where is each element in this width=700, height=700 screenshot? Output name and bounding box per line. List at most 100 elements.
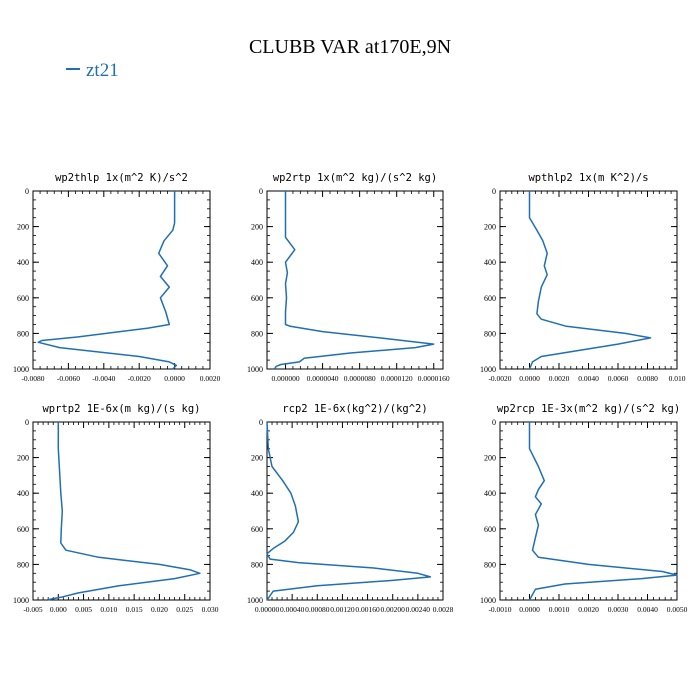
x-tick-label: 0.0000040 xyxy=(307,374,339,383)
x-tick-label: 0.005 xyxy=(75,605,92,614)
y-tick-label: 400 xyxy=(17,258,29,267)
x-tick-label: 0.0020 xyxy=(200,374,221,383)
x-tick-label: 0.020 xyxy=(151,605,168,614)
x-tick-label: -0.0060 xyxy=(57,374,80,383)
y-tick-label: 600 xyxy=(17,294,29,303)
x-tick-label: 0.0040 xyxy=(637,605,658,614)
x-tick-label: 0.015 xyxy=(126,605,143,614)
x-tick-label: 0.0040 xyxy=(578,374,599,383)
y-tick-label: 600 xyxy=(484,525,496,534)
x-tick-label: 0.0000120 xyxy=(381,374,413,383)
panel-title: wp2thlp 1x(m^2 K)/s^2 xyxy=(55,172,188,184)
x-tick-label: -0.005 xyxy=(23,605,43,614)
panel-6: wp2rcp 1E-3x(m^2 kg)/(s^2 kg)0 200 400 600 8… xyxy=(480,403,688,614)
x-tick-label: 0.000000 xyxy=(271,374,299,383)
x-tick-label: 0.00000 xyxy=(255,605,280,614)
y-tick-label: 600 xyxy=(17,525,29,534)
y-tick-label: 400 xyxy=(251,489,263,498)
panel-2: wp2rtp 1x(m^2 kg)/(s^2 kg) 0 200 400 600 800 1… xyxy=(247,172,450,383)
series-line xyxy=(528,422,678,601)
x-tick-label: 0.0020 xyxy=(578,605,599,614)
y-tick-label: 200 xyxy=(251,454,263,463)
series-line xyxy=(528,191,652,370)
plot-frame xyxy=(499,190,678,370)
x-tick-label: 0.0010 xyxy=(549,605,570,614)
y-tick-label: 0 xyxy=(259,418,263,427)
x-tick-label: 0.010 xyxy=(100,605,117,614)
series-line xyxy=(47,422,201,601)
y-tick-label: 1000 xyxy=(247,365,263,374)
y-tick-label: 200 xyxy=(17,223,29,232)
x-tick-label: 0.0020 xyxy=(549,374,570,383)
y-tick-label: 800 xyxy=(17,560,29,569)
legend: zt21 xyxy=(66,60,119,82)
series-line xyxy=(273,191,435,370)
y-tick-label: 400 xyxy=(17,489,29,498)
plot-frame xyxy=(32,421,211,601)
x-tick-label: 0.030 xyxy=(202,605,219,614)
y-tick-label: 800 xyxy=(484,329,496,338)
y-tick-label: 0 xyxy=(259,187,263,196)
panel-1: wp2thlp 1x(m^2 K)/s^202004006008001000-0… xyxy=(13,172,221,383)
y-tick-label: 200 xyxy=(484,223,496,232)
y-tick-label: 800 xyxy=(484,560,496,569)
x-tick-label: -0.0020 xyxy=(128,374,151,383)
x-tick-label: 0.0050 xyxy=(667,605,688,614)
y-tick-label: 200 xyxy=(484,454,496,463)
y-tick-label: 200 xyxy=(251,223,263,232)
x-tick-label: 0.000 xyxy=(50,605,67,614)
chart-main-title: CLUBB VAR at170E,9N xyxy=(248,36,452,58)
y-tick-label: 200 xyxy=(17,454,29,463)
x-tick-label: 0.00080 xyxy=(305,605,330,614)
panel-title: wp2rtp 1x(m^2 kg)/(s^2 kg) xyxy=(273,172,437,184)
panel-title: wpthlp2 1x(m K^2)/s xyxy=(528,172,648,184)
y-tick-label: 0 xyxy=(492,187,496,196)
y-tick-label: 400 xyxy=(484,258,496,267)
x-tick-label: 0.00120 xyxy=(330,605,355,614)
y-tick-label: 1000 xyxy=(13,596,29,605)
legend-line-swatch xyxy=(66,67,80,70)
y-tick-label: 600 xyxy=(251,525,263,534)
y-tick-label: 800 xyxy=(251,329,263,338)
x-tick-label: 0.0000 xyxy=(164,374,185,383)
x-tick-label: 0.0000 xyxy=(519,374,540,383)
y-tick-label: 1000 xyxy=(13,365,29,374)
x-tick-label: 0.010 xyxy=(669,374,686,383)
y-tick-label: 0 xyxy=(25,418,29,427)
x-tick-label: -0.0020 xyxy=(488,374,511,383)
y-tick-label: 400 xyxy=(484,489,496,498)
x-tick-label: 0.0000 xyxy=(519,605,540,614)
y-tick-label: 800 xyxy=(17,329,29,338)
x-tick-label: 0.0030 xyxy=(608,605,629,614)
y-tick-label: 0 xyxy=(25,187,29,196)
y-tick-label: 400 xyxy=(251,258,263,267)
x-tick-label: 0.025 xyxy=(176,605,193,614)
x-tick-label: -0.0080 xyxy=(21,374,44,383)
panel-3: wpthlp2 1x(m K^2)/s 0 200 400 600 800 1000-0.0… xyxy=(480,172,686,383)
y-tick-label: 1000 xyxy=(480,596,496,605)
x-tick-label: 0.00040 xyxy=(280,605,305,614)
series-line xyxy=(266,421,432,601)
x-tick-label: 0.0028 xyxy=(433,605,454,614)
plot-frame xyxy=(32,190,211,370)
y-tick-label: 0 xyxy=(492,418,496,427)
x-tick-label: -0.0010 xyxy=(488,605,511,614)
x-tick-label: 0.0000160 xyxy=(418,374,450,383)
series-line xyxy=(37,191,178,370)
y-tick-label: 600 xyxy=(251,294,263,303)
y-tick-label: 1000 xyxy=(480,365,496,374)
x-tick-label: 0.0000080 xyxy=(344,374,376,383)
y-tick-label: 600 xyxy=(484,294,496,303)
y-tick-label: 800 xyxy=(251,560,263,569)
panel-title: rcp2 1E-6x(kg^2)/(kg^2) xyxy=(282,403,427,415)
x-tick-label: 0.00160 xyxy=(355,605,380,614)
plot-frame xyxy=(499,421,678,601)
legend-label: zt21 xyxy=(86,60,119,81)
panel-title: wp2rcp 1E-3x(m^2 kg)/(s^2 kg) xyxy=(497,403,680,415)
panel-4: wprtp2 1E-6x(m kg)/(s kg) 0 200 400 600 800 10… xyxy=(13,403,219,614)
x-tick-label: 0.0060 xyxy=(608,374,629,383)
panel-title: wprtp2 1E-6x(m kg)/(s kg) xyxy=(42,403,200,415)
panel-5: rcp2 1E-6x(kg^2)/(kg^2) 0 200 400 600 800 1000… xyxy=(247,403,454,614)
x-tick-label: 0.0080 xyxy=(637,374,658,383)
